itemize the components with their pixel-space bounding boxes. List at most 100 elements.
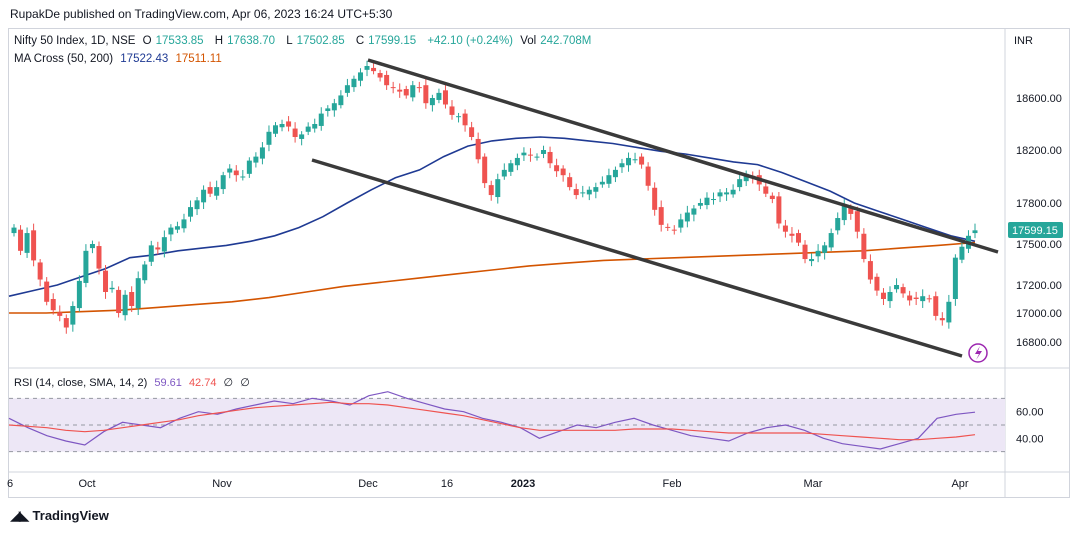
candle [567,172,573,191]
time-tick-label: 2023 [511,478,535,490]
candle [312,118,318,133]
candle [508,159,514,176]
candle [155,241,161,255]
candle [907,290,913,306]
price-tick-label: 18600.00 [1016,93,1062,105]
candle [227,164,233,179]
candle [776,192,782,229]
candle [580,185,586,198]
rsi-legend: RSI (14, close, SMA, 14, 2) 59.61 42.74 … [14,376,254,389]
candle [103,265,109,299]
ma-label[interactable]: MA Cross (50, 200) [14,53,114,65]
candle [822,241,828,260]
candle [691,205,697,222]
price-tick-label: 17800.00 [1016,198,1062,210]
candle [246,157,252,178]
candle [573,183,579,200]
candle [501,163,507,180]
candle [135,271,141,316]
candle [214,180,220,200]
candle [606,168,612,188]
candle [887,286,893,308]
price-axis: 18600.00 18200.00 17800.00 17500.00 17200.00… [1016,93,1062,349]
price-tick-label: 16800.00 [1016,337,1062,349]
candle [442,85,448,109]
candle [148,240,154,267]
price-tick-label: 17500.00 [1016,239,1062,251]
rsi-value: 59.61 [154,377,182,389]
rsi-label[interactable]: RSI (14, close, SMA, 14, 2) [14,377,148,389]
channel-trendlines[interactable] [311,58,999,358]
candle [795,229,801,247]
flash-icon[interactable] [968,343,988,363]
candle [351,75,357,92]
rsi-sma-value: 42.74 [188,377,217,389]
candle [416,81,422,93]
candle [462,109,468,132]
time-tick-label: Nov [212,478,232,490]
candle [737,172,743,192]
time-tick-label: Oct [78,478,95,490]
candle [684,205,690,228]
candle [475,132,481,164]
candle [436,88,442,104]
candle [449,100,455,120]
candle [469,121,475,141]
candle [632,152,638,164]
candle [678,213,684,233]
candle [939,312,945,326]
candle [18,225,24,256]
candle [861,228,867,263]
candle [410,80,416,102]
candle [554,158,560,177]
candle [292,122,298,143]
candle [880,288,886,306]
candle [31,223,37,267]
candle [711,192,717,205]
time-tick-label: Mar [804,478,823,490]
candle [541,145,547,159]
candle [325,105,331,117]
upper-trendline [367,58,999,254]
candle [782,219,788,238]
candle [952,254,958,306]
candle [168,224,174,242]
ma50-line [8,136,976,297]
tradingview-icon: ◢◣ [10,507,29,523]
ma200-value: 17511.11 [175,53,222,65]
candle [207,181,213,198]
time-tick-label: 16 [441,478,453,490]
candle [488,180,494,201]
candle [769,192,775,204]
price-tick-label: 18200.00 [1016,145,1062,157]
ma-legend: MA Cross (50, 200) 17522.43 17511.11 [14,53,226,65]
candle [116,286,122,318]
last-price-label: 17599.15 [1012,225,1058,237]
candle [286,116,292,132]
price-legend: Nifty 50 Index, 1D, NSE O 17533.85 H 17638… [14,35,599,47]
close-value: C 17599.15 [355,35,417,47]
price-tick-label: 17000.00 [1016,308,1062,320]
candle [652,182,658,216]
candle [521,147,527,161]
candle [220,171,226,194]
candle [390,81,396,94]
tradingview-logo[interactable]: ◢◣ TradingView [10,507,109,524]
candle [835,212,841,235]
time-tick-label: 6 [7,478,13,490]
candle [129,286,135,313]
chart-frame [8,28,1070,498]
high-value: H 17638.70 [214,35,276,47]
candle [482,153,488,189]
candle [44,277,50,306]
candle [122,290,128,321]
symbol-label[interactable]: Nifty 50 Index, 1D, NSE [14,35,136,47]
time-axis: 6 Oct Nov Dec 16 2023 Feb Mar Apr [7,478,969,490]
candle [534,153,540,161]
candle [188,200,194,222]
candle [403,85,409,99]
candle [331,98,337,117]
low-value: L 17502.85 [286,35,345,47]
open-value: O 17533.85 [142,35,204,47]
